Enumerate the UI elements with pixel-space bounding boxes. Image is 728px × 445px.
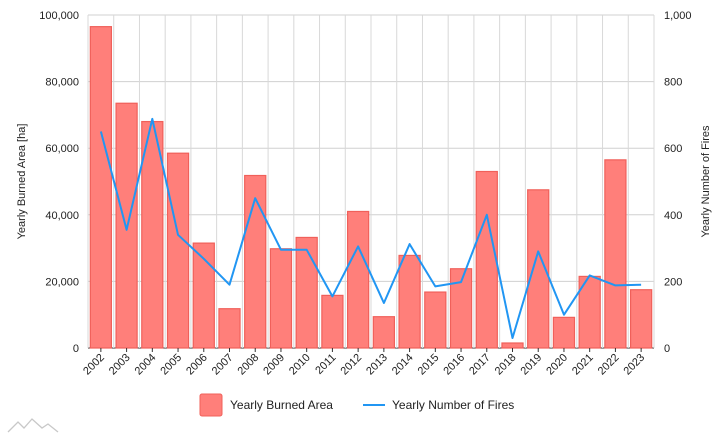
y-right-tick-label: 0 bbox=[664, 343, 670, 355]
legend-label-burned-area: Yearly Burned Area bbox=[230, 398, 333, 412]
bar bbox=[398, 254, 421, 349]
x-tick-label: 2016 bbox=[441, 352, 467, 378]
x-tick-label: 2008 bbox=[236, 352, 262, 378]
line-series-path bbox=[99, 117, 642, 339]
x-tick-label: 2022 bbox=[596, 352, 622, 378]
bar bbox=[629, 289, 653, 349]
x-tick-label: 2021 bbox=[570, 352, 596, 378]
legend-item-burned-area[interactable]: Yearly Burned Area bbox=[199, 393, 333, 417]
bar bbox=[295, 236, 318, 349]
y-left-axis-title: Yearly Burned Area [ha] bbox=[16, 124, 28, 240]
y-right-tick-label: 1,000 bbox=[664, 10, 692, 22]
x-tick-label: 2005 bbox=[158, 352, 184, 378]
x-tick-label: 2006 bbox=[184, 352, 210, 378]
y-left-tick-label: 80,000 bbox=[45, 77, 79, 89]
y-left-tick-label: 40,000 bbox=[45, 210, 79, 222]
x-tick-label: 2023 bbox=[621, 352, 647, 378]
mountain-logo-path bbox=[7, 418, 59, 433]
y-left-tick-label: 0 bbox=[73, 343, 79, 355]
bar-series bbox=[89, 26, 653, 349]
x-tick-label: 2003 bbox=[107, 352, 133, 378]
x-tick-label: 2019 bbox=[519, 352, 545, 378]
bar bbox=[346, 210, 370, 349]
legend-label-number-of-fires: Yearly Number of Fires bbox=[392, 398, 514, 412]
bar bbox=[321, 294, 344, 349]
bar bbox=[475, 170, 498, 349]
x-tick-label: 2018 bbox=[493, 352, 519, 378]
bar bbox=[269, 248, 293, 349]
bar bbox=[89, 26, 113, 349]
y-right-tick-label: 200 bbox=[664, 276, 682, 288]
x-tick-label: 2004 bbox=[133, 352, 159, 378]
legend: Yearly Burned Area Yearly Number of Fire… bbox=[199, 393, 514, 417]
bar bbox=[501, 342, 524, 349]
x-tick-label: 2007 bbox=[210, 352, 236, 378]
x-tick-label: 2011 bbox=[313, 352, 338, 377]
x-tick-label: 2013 bbox=[364, 352, 390, 378]
x-tick-label: 2010 bbox=[287, 352, 313, 378]
y-right-tick-label: 400 bbox=[664, 210, 682, 222]
bar bbox=[424, 291, 447, 349]
bar bbox=[218, 308, 241, 349]
x-tick-label: 2002 bbox=[81, 352, 107, 378]
y-left-tick-label: 20,000 bbox=[45, 276, 79, 288]
x-tick-label: 2017 bbox=[467, 352, 493, 378]
legend-swatch-bar bbox=[199, 393, 223, 417]
line-series bbox=[99, 117, 642, 339]
bar bbox=[166, 152, 190, 349]
bar bbox=[604, 159, 627, 349]
bar bbox=[552, 316, 576, 349]
x-tick-label: 2009 bbox=[261, 352, 287, 378]
mountain-logo-icon bbox=[7, 418, 59, 433]
x-tick-label: 2020 bbox=[544, 352, 570, 378]
bar bbox=[372, 316, 396, 349]
x-tick-label: 2014 bbox=[390, 352, 416, 378]
y-left-tick-label: 100,000 bbox=[39, 10, 79, 22]
y-right-axis-title: Yearly Number of Fires bbox=[700, 125, 712, 238]
x-tick-label: 2012 bbox=[338, 352, 364, 378]
y-right-tick-label: 800 bbox=[664, 77, 682, 89]
y-right-tick-label: 600 bbox=[664, 143, 682, 155]
gridlines bbox=[87, 14, 655, 349]
y-left-tick-label: 60,000 bbox=[45, 143, 79, 155]
x-tick-label: 2015 bbox=[416, 352, 442, 378]
legend-item-number-of-fires[interactable]: Yearly Number of Fires bbox=[363, 398, 514, 412]
